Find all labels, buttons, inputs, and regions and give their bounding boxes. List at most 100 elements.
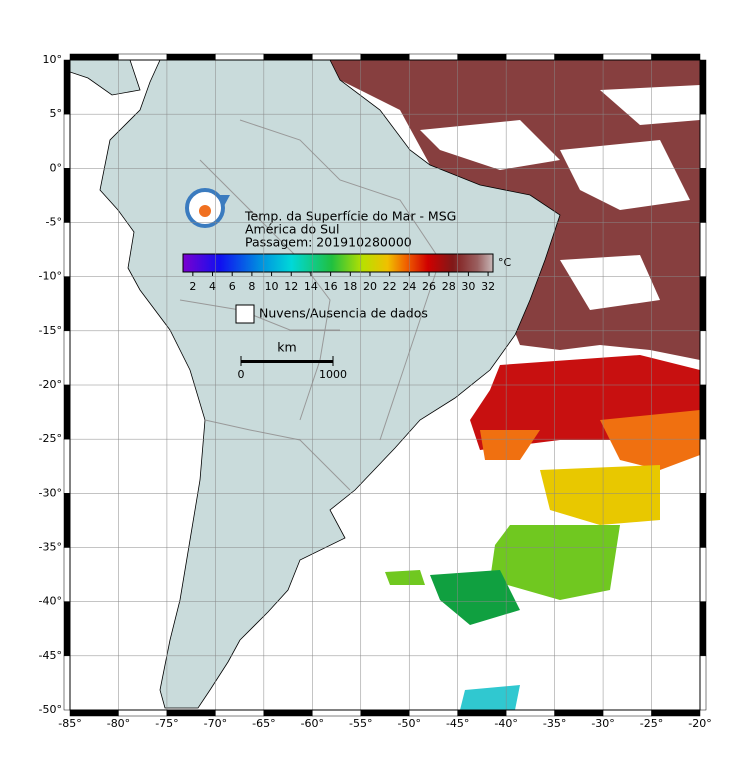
x-tick-label: -30° (591, 717, 614, 730)
colorbar-tick-label: 32 (481, 280, 495, 293)
x-tick-label: -45° (446, 717, 469, 730)
x-tick-label: -25° (640, 717, 663, 730)
colorbar-tick-label: 6 (229, 280, 236, 293)
y-tick-label: 10° (43, 53, 63, 66)
frame-segment (312, 709, 362, 717)
y-tick-label: -40° (39, 595, 62, 608)
sst-cold (460, 685, 520, 710)
colorbar-tick-label: 26 (422, 280, 436, 293)
scale-tick-label: 0 (238, 368, 245, 381)
colorbar-tick-label: 20 (363, 280, 377, 293)
frame-segment (63, 655, 71, 711)
x-tick-label: -35° (543, 717, 566, 730)
title-line: Temp. da Superfície do Mar - MSG (244, 209, 456, 224)
frame-segment (651, 53, 701, 61)
frame-segment (699, 222, 707, 277)
colorbar-tick-label: 8 (248, 280, 255, 293)
frame-segment (699, 59, 707, 115)
logo (185, 188, 230, 228)
frame-segment (63, 168, 71, 223)
frame-segment (699, 547, 707, 602)
frame-segment (63, 493, 71, 548)
frame-segment (69, 53, 119, 61)
frame-segment (699, 438, 707, 494)
title-line: Passagem: 201910280000 (245, 235, 412, 250)
colorbar-unit: °C (498, 256, 512, 269)
frame-segment (118, 53, 168, 61)
x-tick-label: -70° (204, 717, 227, 730)
legend-label: Nuvens/Ausencia de dados (259, 306, 428, 321)
colorbar-tick-label: 24 (402, 280, 416, 293)
x-tick-label: -75° (155, 717, 178, 730)
y-tick-label: 5° (50, 107, 63, 120)
colorbar-tick-label: 30 (461, 280, 475, 293)
x-tick-label: -85° (58, 717, 81, 730)
frame-segment (408, 709, 458, 717)
colorbar-tick-label: 16 (324, 280, 338, 293)
scale-unit: km (277, 340, 296, 355)
frame-segment (63, 222, 71, 277)
frame-segment (699, 601, 707, 657)
borders (179, 119, 441, 491)
colorbar-tick-label: 22 (383, 280, 397, 293)
frame-segment (651, 709, 701, 717)
frame-segment (63, 384, 71, 440)
scale-bar (241, 360, 333, 363)
y-tick-label: -10° (39, 270, 62, 283)
frame-segment (505, 53, 555, 61)
frame-segment (457, 53, 507, 61)
colorbar (182, 253, 494, 273)
frame-segment (63, 438, 71, 494)
sst-teal (430, 570, 520, 625)
x-tick-label: -60° (301, 717, 324, 730)
frame-segment (699, 655, 707, 711)
x-tick-label: -40° (494, 717, 517, 730)
frame-segment (699, 493, 707, 548)
y-tick-label: -15° (39, 324, 62, 337)
y-tick-label: -20° (39, 378, 62, 391)
sst-green (385, 525, 620, 600)
y-tick-label: -50° (39, 703, 62, 716)
y-tick-label: -45° (39, 649, 62, 662)
frame-segment (699, 168, 707, 223)
frame-segment (312, 53, 362, 61)
frame-segment (699, 276, 707, 332)
x-tick-label: -55° (349, 717, 372, 730)
map-frame (69, 59, 701, 711)
x-tick-label: -50° (397, 717, 420, 730)
y-tick-label: -30° (39, 486, 62, 499)
frame-segment (166, 53, 216, 61)
title-line: América do Sul (245, 222, 339, 237)
colorbar-tick-label: 10 (265, 280, 279, 293)
frame-segment (63, 547, 71, 602)
frame-segment (63, 276, 71, 332)
frame-segment (263, 709, 313, 717)
colorbar-tick-label: 4 (209, 280, 216, 293)
frame-segment (63, 330, 71, 386)
y-tick-label: -35° (39, 541, 62, 554)
colorbar-tick-label: 2 (189, 280, 196, 293)
y-tick-label: -25° (39, 432, 62, 445)
frame-segment (602, 709, 652, 717)
x-tick-label: -20° (688, 717, 711, 730)
frame-segment (554, 709, 604, 717)
colorbar-tick-label: 12 (284, 280, 298, 293)
sst-yellow (540, 465, 660, 525)
x-tick-label: -80° (107, 717, 130, 730)
frame-segment (699, 384, 707, 440)
frame-segment (699, 330, 707, 386)
frame-segment (118, 709, 168, 717)
frame-segment (360, 53, 410, 61)
frame-segment (554, 53, 604, 61)
frame-segment (457, 709, 507, 717)
colorbar-tick-label: 28 (442, 280, 456, 293)
scale-tick-label: 1000 (319, 368, 347, 381)
y-tick-label: 0° (50, 161, 63, 174)
frame-segment (63, 59, 71, 115)
x-tick-label: -65° (252, 717, 275, 730)
colorbar-tick-label: 18 (343, 280, 357, 293)
frame-segment (69, 709, 119, 717)
frame-segment (166, 709, 216, 717)
frame-segment (215, 709, 265, 717)
